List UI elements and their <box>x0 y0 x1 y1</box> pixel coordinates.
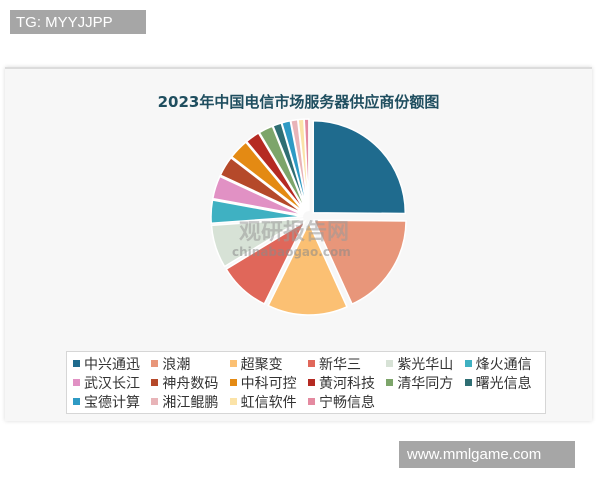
legend-item: 湘江鲲鹏 <box>151 392 225 411</box>
legend-item: 武汉长江 <box>73 373 147 392</box>
legend-label: 浪潮 <box>162 356 191 373</box>
pie-slice <box>225 219 307 305</box>
chart-legend: 中兴通迅 浪潮 超聚变 新华三 紫光华山 烽火通信武汉长江 神舟数码 中科可控 黄河科技 清华同方… <box>66 351 546 414</box>
legend-swatch <box>229 360 237 367</box>
legend-item: 虹信软件 <box>229 392 304 411</box>
legend-swatch <box>464 360 472 367</box>
legend-label: 宝德计算 <box>84 394 140 411</box>
legend-label: 中兴通迅 <box>84 356 140 373</box>
legend-item: 中科可控 <box>229 373 304 392</box>
legend-label: 清华同方 <box>397 375 454 392</box>
legend-swatch <box>386 360 394 367</box>
legend-swatch <box>307 360 315 367</box>
legend-swatch <box>307 398 315 405</box>
legend-item: 清华同方 <box>386 373 460 392</box>
site-tag: www.mmlgame.com <box>399 441 575 468</box>
legend-label: 宁畅信息 <box>318 394 375 411</box>
legend-label: 神舟数码 <box>162 375 219 392</box>
pie-slice <box>210 199 304 225</box>
legend-label: 超聚变 <box>240 356 283 373</box>
legend-swatch <box>151 379 159 386</box>
legend-swatch <box>73 360 80 367</box>
legend-swatch <box>73 398 80 405</box>
legend-label: 黄河科技 <box>318 375 375 392</box>
legend-item: 曙光信息 <box>464 373 539 392</box>
legend-swatch <box>73 379 80 386</box>
legend-label: 烽火通信 <box>475 356 532 373</box>
legend-item: 宁畅信息 <box>307 392 382 411</box>
legend-label: 中科可控 <box>240 375 297 392</box>
pie-slice <box>267 221 348 316</box>
pie-slice <box>312 120 407 215</box>
pie-chart: 观研报告网 chinabaogao.com <box>210 118 407 316</box>
legend-item: 超聚变 <box>229 354 304 373</box>
legend-item: 新华三 <box>307 354 382 373</box>
legend-label: 虹信软件 <box>240 394 297 411</box>
tg-tag: TG: MYYJJPP <box>10 10 146 34</box>
legend-swatch <box>151 360 159 367</box>
legend-item: 紫光华山 <box>386 354 460 373</box>
legend-label: 湘江鲲鹏 <box>162 394 219 411</box>
pie-slice <box>219 156 305 215</box>
watermark-url: chinabaogao.com <box>232 245 351 259</box>
pie-slice <box>258 125 308 213</box>
legend-item: 宝德计算 <box>73 392 147 411</box>
legend-label: 紫光华山 <box>397 356 454 373</box>
chart-card: 2023年中国电信市场服务器供应商份额图 观研报告网 chinabaogao.c… <box>5 67 592 421</box>
legend-swatch <box>151 398 159 405</box>
legend-label: 新华三 <box>318 356 361 373</box>
legend-label: 曙光信息 <box>475 375 532 392</box>
legend-swatch <box>229 398 237 405</box>
pie-slice <box>211 175 304 216</box>
legend-swatch <box>307 379 315 386</box>
pie-slice <box>245 132 307 213</box>
pie-slice <box>312 219 407 306</box>
watermark-cn: 观研报告网 <box>239 220 349 245</box>
legend-item: 神舟数码 <box>151 373 225 392</box>
legend-item: 中兴通迅 <box>73 354 147 373</box>
legend-swatch <box>464 379 472 386</box>
legend-item: 黄河科技 <box>307 373 382 392</box>
legend-item: 浪潮 <box>151 354 225 373</box>
legend-swatch <box>386 379 394 386</box>
pie-slice <box>210 218 304 268</box>
chart-title: 2023年中国电信市场服务器供应商份额图 <box>157 93 440 111</box>
legend-item: 烽火通信 <box>464 354 539 373</box>
legend-swatch <box>229 379 237 386</box>
pie-slice <box>303 118 310 212</box>
pie-slice <box>230 141 306 214</box>
legend-label: 武汉长江 <box>84 375 140 392</box>
